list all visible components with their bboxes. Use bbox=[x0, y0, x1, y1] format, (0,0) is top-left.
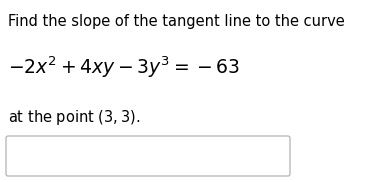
Text: $-2x^2 + 4xy - 3y^3 = -63$: $-2x^2 + 4xy - 3y^3 = -63$ bbox=[8, 55, 240, 80]
Text: at the point $(3, 3)$.: at the point $(3, 3)$. bbox=[8, 108, 141, 127]
Text: Find the slope of the tangent line to the curve: Find the slope of the tangent line to th… bbox=[8, 14, 345, 29]
FancyBboxPatch shape bbox=[6, 136, 290, 176]
